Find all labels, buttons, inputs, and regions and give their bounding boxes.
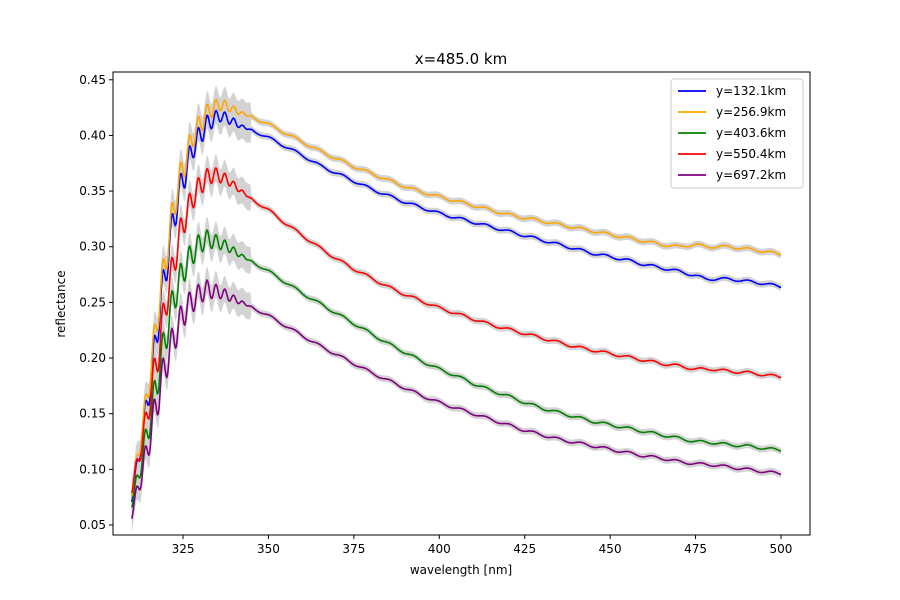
series-line-4 bbox=[131, 279, 782, 519]
band-4 bbox=[131, 266, 781, 533]
x-tick-label-7: 500 bbox=[770, 542, 793, 556]
legend-label-2: y=403.6km bbox=[716, 126, 786, 140]
series-line-1 bbox=[130, 98, 782, 497]
y-tick-label-3: 0.20 bbox=[79, 351, 106, 365]
x-tick-label-3: 400 bbox=[428, 542, 451, 556]
series-lines bbox=[130, 98, 782, 519]
y-tick-label-7: 0.40 bbox=[79, 128, 106, 142]
x-axis-label: wavelength [nm] bbox=[410, 563, 512, 577]
legend-label-1: y=256.9km bbox=[716, 105, 786, 119]
chart-title: x=485.0 km bbox=[415, 50, 507, 68]
y-axis-label: reflectance bbox=[54, 270, 68, 337]
y-tick-label-2: 0.15 bbox=[79, 407, 106, 421]
legend-label-3: y=550.4km bbox=[716, 147, 786, 161]
x-axis-ticks: 325 350 375 400 425 450 475 500 bbox=[172, 535, 793, 556]
x-tick-label-1: 350 bbox=[257, 542, 280, 556]
band-3 bbox=[131, 154, 781, 507]
y-tick-label-1: 0.10 bbox=[79, 462, 106, 476]
plot-frame bbox=[112, 71, 811, 536]
series-line-3 bbox=[131, 167, 782, 494]
x-tick-label-4: 425 bbox=[513, 542, 536, 556]
y-tick-label-8: 0.45 bbox=[79, 73, 106, 87]
y-tick-label-0: 0.05 bbox=[79, 518, 106, 532]
legend-label-4: y=697.2km bbox=[716, 168, 786, 182]
legend-label-0: y=132.1km bbox=[716, 84, 786, 98]
x-tick-label-2: 375 bbox=[342, 542, 365, 556]
y-axis-ticks: 0.05 0.10 0.15 0.20 0.25 0.30 0.35 0.40 0.45 bbox=[79, 73, 113, 532]
series-line-0 bbox=[130, 109, 782, 503]
x-tick-label-6: 475 bbox=[684, 542, 707, 556]
x-tick-label-0: 325 bbox=[172, 542, 195, 556]
y-tick-label-6: 0.35 bbox=[79, 184, 106, 198]
legend: y=132.1km y=256.9km y=403.6km y=550.4km y=69… bbox=[670, 78, 804, 189]
axes bbox=[112, 71, 811, 536]
series-line-2 bbox=[131, 229, 782, 508]
y-tick-label-5: 0.30 bbox=[79, 240, 106, 254]
y-tick-label-4: 0.25 bbox=[79, 295, 106, 309]
x-tick-label-5: 450 bbox=[599, 542, 622, 556]
legend-box bbox=[670, 78, 804, 189]
